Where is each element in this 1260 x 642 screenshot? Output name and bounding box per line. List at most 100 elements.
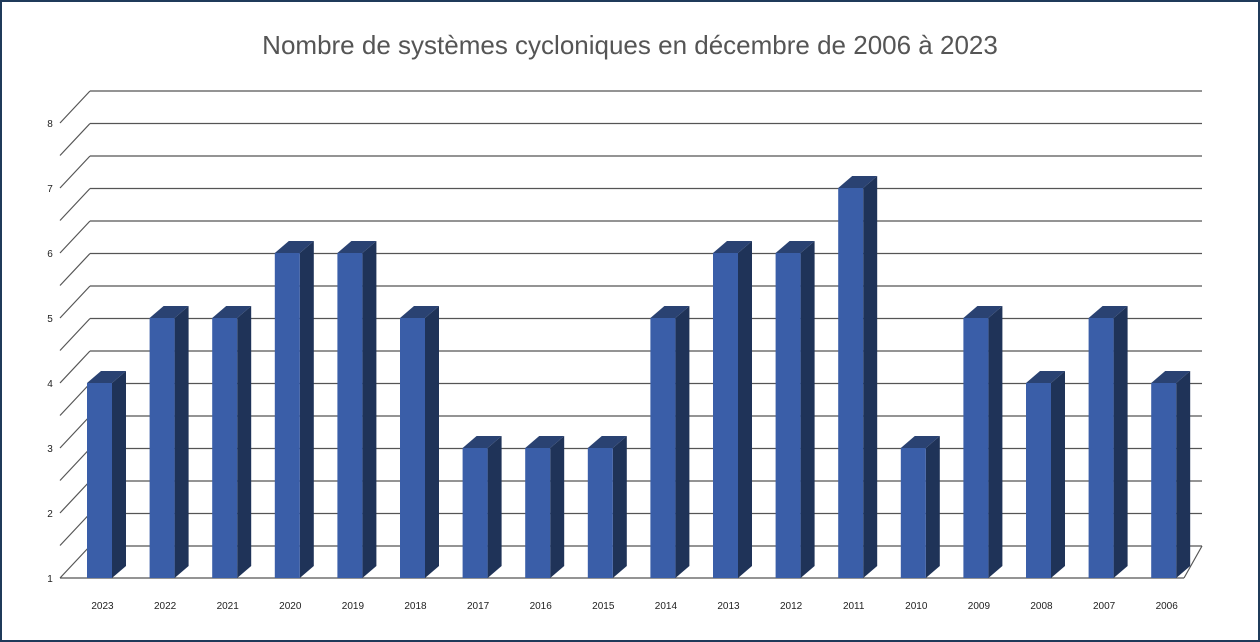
bar — [1151, 371, 1191, 578]
gridline-depth — [59, 253, 91, 286]
bar-side — [174, 306, 189, 578]
bar-top — [900, 436, 940, 448]
gridline-depth — [59, 90, 91, 124]
x-tick-label: 2012 — [780, 601, 803, 612]
bar-front — [525, 448, 551, 578]
bar-front — [900, 448, 926, 578]
bar-top — [775, 241, 815, 253]
bar-top — [1026, 371, 1065, 383]
chart-title: Nombre de systèmes cycloniques en décemb… — [262, 30, 998, 60]
y-tick-label: 5 — [47, 314, 53, 325]
bar-front — [274, 253, 300, 578]
x-tick-label: 2008 — [1030, 601, 1053, 612]
bar — [400, 306, 439, 578]
x-tick-label: 2014 — [655, 601, 678, 612]
gridline-depth — [59, 220, 91, 254]
bar-side — [425, 306, 439, 578]
y-tick-label: 4 — [47, 379, 53, 390]
bar-top — [274, 241, 314, 253]
y-axis-ticks: 1 2 3 4 5 6 7 8 — [47, 119, 53, 585]
bar-top — [963, 306, 1003, 318]
bar-top — [462, 436, 502, 448]
bar-front — [838, 188, 864, 578]
bar-side — [237, 306, 252, 578]
bar-front — [400, 318, 425, 578]
bar-top — [587, 436, 627, 448]
x-tick-label: 2013 — [717, 601, 740, 612]
gridline-depth — [59, 415, 91, 449]
bar — [149, 306, 189, 578]
bar — [1026, 371, 1065, 578]
bar — [1088, 306, 1128, 578]
bar-side — [675, 306, 690, 578]
bar — [650, 306, 690, 578]
bar-side — [1051, 371, 1065, 578]
x-tick-label: 2007 — [1093, 601, 1116, 612]
bar — [587, 436, 627, 578]
bar — [212, 306, 252, 578]
bar — [274, 241, 314, 578]
bar-side — [299, 241, 314, 578]
bar-top — [337, 241, 377, 253]
bar-side — [550, 436, 565, 578]
bar — [713, 241, 752, 578]
bar — [963, 306, 1003, 578]
gridline-depth — [59, 350, 91, 384]
x-tick-label: 2017 — [467, 601, 490, 612]
bar-front — [87, 383, 112, 578]
bar — [525, 436, 565, 578]
x-tick-label: 2006 — [1156, 601, 1179, 612]
bar — [87, 371, 126, 578]
bar-side — [1113, 306, 1128, 578]
bar — [838, 176, 878, 578]
y-tick-label: 6 — [47, 249, 53, 260]
y-tick-label: 3 — [47, 444, 53, 455]
x-tick-label: 2020 — [279, 601, 302, 612]
bar-top — [525, 436, 565, 448]
bar-top — [400, 306, 439, 318]
bar-side — [800, 241, 815, 578]
bar — [775, 241, 815, 578]
bar-front — [1026, 383, 1051, 578]
bar — [462, 436, 502, 578]
gridline-depth — [59, 285, 91, 319]
bar-side — [738, 241, 752, 578]
bar-top — [838, 176, 878, 188]
gridline-depth — [59, 448, 91, 481]
bar-top — [149, 306, 189, 318]
x-tick-label: 2023 — [91, 601, 114, 612]
bar-side — [863, 176, 878, 578]
bar-side — [925, 436, 940, 578]
bar-top — [713, 241, 752, 253]
y-tick-label: 2 — [47, 509, 53, 520]
bar-front — [650, 318, 676, 578]
bar-top — [87, 371, 126, 383]
bar — [900, 436, 940, 578]
bar — [337, 241, 377, 578]
bar-front — [462, 448, 488, 578]
x-tick-label: 2015 — [592, 601, 615, 612]
bar-side — [988, 306, 1003, 578]
gridline-depth — [59, 513, 91, 546]
bar-side — [362, 241, 377, 578]
x-tick-label: 2009 — [968, 601, 991, 612]
gridline-depth — [59, 383, 91, 416]
bar-front — [149, 318, 175, 578]
bar-front — [587, 448, 613, 578]
gridline-depth — [59, 155, 91, 189]
x-tick-label: 2021 — [217, 601, 240, 612]
floor-edge — [1183, 545, 1203, 579]
bar-top — [212, 306, 252, 318]
gridline-depth — [59, 123, 91, 156]
y-tick-label: 7 — [47, 184, 53, 195]
bar-front — [963, 318, 989, 578]
x-tick-label: 2022 — [154, 601, 177, 612]
gridline-depth — [59, 545, 91, 579]
gridline-depth — [59, 188, 91, 221]
bar-side — [112, 371, 126, 578]
gridline-depth — [59, 480, 91, 514]
bar-top — [1088, 306, 1128, 318]
y-tick-label: 8 — [47, 119, 53, 130]
bar-front — [775, 253, 801, 578]
